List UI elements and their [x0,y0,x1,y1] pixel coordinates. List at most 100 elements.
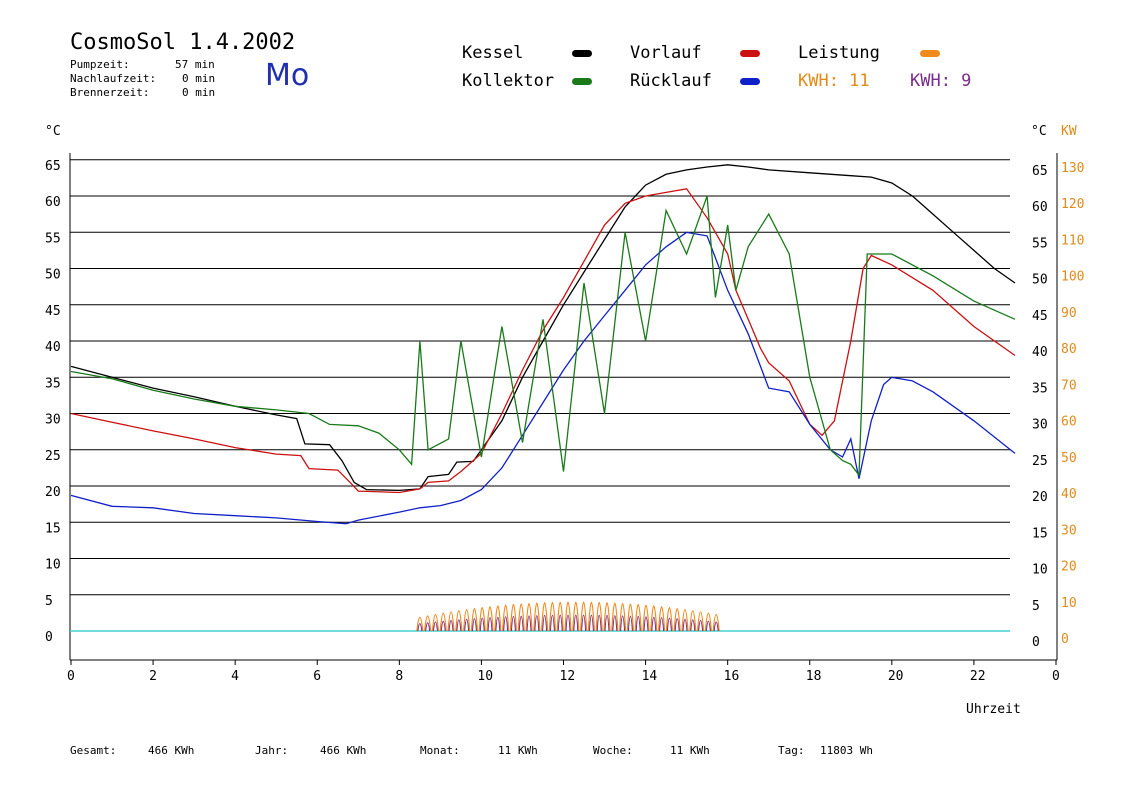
power-spike [712,613,720,632]
power-spike [595,602,603,632]
power-spike [696,611,705,632]
series-line-kessel [70,164,1016,492]
x-tick-label: 2 [149,669,157,684]
power-spike-secondary [510,615,516,632]
y-tick-label-right: 40 [1032,345,1048,360]
legend-kessel: Kessel [462,43,524,63]
power-spike-secondary [690,619,696,632]
x-tick-label: 12 [560,669,576,684]
power-spike [704,612,712,632]
power-spike [463,609,471,632]
power-spike [548,602,557,632]
power-spike-secondary [573,614,579,632]
legend-kollektor-swatch [572,78,592,85]
x-tick-label: 0 [67,669,75,684]
x-tick-label: 0 [1052,669,1060,684]
legend-vorlauf-swatch [740,50,760,57]
power-spike [657,606,666,632]
power-spike-secondary [456,619,462,632]
y-tick-label-left: 30 [45,413,61,428]
y2-tick-label-kw: 0 [1061,632,1069,647]
power-spike-secondary [612,615,618,632]
power-spike-secondary [581,614,587,632]
power-spike [416,616,424,632]
power-spike-secondary [674,618,680,632]
y-tick-label-left: 40 [45,340,61,355]
x-tick-label: 14 [642,669,658,684]
power-spike-secondary [643,616,649,632]
x-axis-label: Uhrzeit [966,702,1021,717]
y2-tick-label-kw: 20 [1061,560,1077,575]
power-spike-secondary [503,616,509,632]
power-spike-secondary [542,614,548,632]
power-spike [470,607,479,632]
power-spike-secondary [666,617,672,632]
y-tick-label-left: 50 [45,268,61,283]
y-tick-label-right: 5 [1032,599,1040,614]
y2-tick-label-kw: 130 [1061,161,1084,176]
y2-tick-label-kw: 30 [1061,523,1077,538]
y-tick-label-left: 25 [45,449,61,464]
legend-ruecklauf-swatch [740,78,760,85]
series-line-vorlauf [70,188,1016,494]
power-spike-secondary [495,616,501,632]
woche-label: Woche: [593,744,633,757]
brenner-label: Brennerzeit: [70,86,150,99]
y2-tick-label-kw: 50 [1061,451,1077,466]
weekday-label: Mo [265,58,310,93]
y2-tick-label-kw: 60 [1061,415,1077,430]
tag-value: 11803 Wh [820,744,873,757]
power-spike [564,601,572,632]
legend-kollektor: Kollektor [462,71,555,91]
y-tick-label-left: 5 [45,594,53,609]
power-spike-secondary [604,614,610,632]
power-spike [502,604,510,632]
power-spike [650,605,658,632]
y-tick-label-left: 10 [45,558,61,573]
x-tick-label: 6 [313,669,321,684]
power-spike [580,601,588,632]
power-spike [681,609,689,632]
legend-ruecklauf: Rücklauf [630,71,712,91]
y-tick-label-left: 35 [45,376,61,391]
y2-tick-label-kw: 90 [1061,306,1077,321]
pump-label: Pumpzeit: [70,58,130,71]
jahr-label: Jahr: [255,744,289,757]
power-spike [525,603,533,632]
power-spike-secondary [627,615,633,632]
power-spike [517,603,525,632]
power-spike [424,615,432,632]
power-spike [611,602,619,632]
power-spike [455,610,463,632]
y2-tick-label-kw: 100 [1061,270,1084,285]
y2-tick-label-kw: 110 [1061,233,1084,248]
power-spike-secondary [518,615,524,632]
power-spike-secondary [417,623,423,632]
power-spike [556,601,564,632]
y-tick-label-right: 35 [1032,381,1048,396]
gesamt-value: 466 KWh [148,744,195,757]
power-spike-secondary [565,614,571,632]
power-spike [439,612,447,632]
y2-tick-label-kw: 40 [1061,487,1077,502]
power-spike [509,604,518,632]
power-spike-secondary [471,618,477,632]
power-spike-secondary [682,618,688,632]
kwh-total-purple: KWH: 9 [910,71,972,91]
power-spike-secondary [440,620,446,632]
power-spike-secondary [698,620,704,632]
power-spike-secondary [651,616,657,632]
power-spike-secondary [425,622,431,632]
woche-value: 11 KWh [670,744,710,757]
y-tick-label-right: 50 [1032,273,1048,288]
x-tick-label: 20 [888,669,904,684]
y-tick-label-left: 65 [45,159,61,174]
monat-label: Monat: [420,744,460,757]
power-spike-secondary [659,617,665,632]
x-tick-label: 4 [231,669,239,684]
power-spike-secondary [557,614,563,632]
y-tick-label-right: 55 [1032,236,1048,251]
y-tick-label-left: 15 [45,521,61,536]
power-spike-secondary [635,615,641,632]
